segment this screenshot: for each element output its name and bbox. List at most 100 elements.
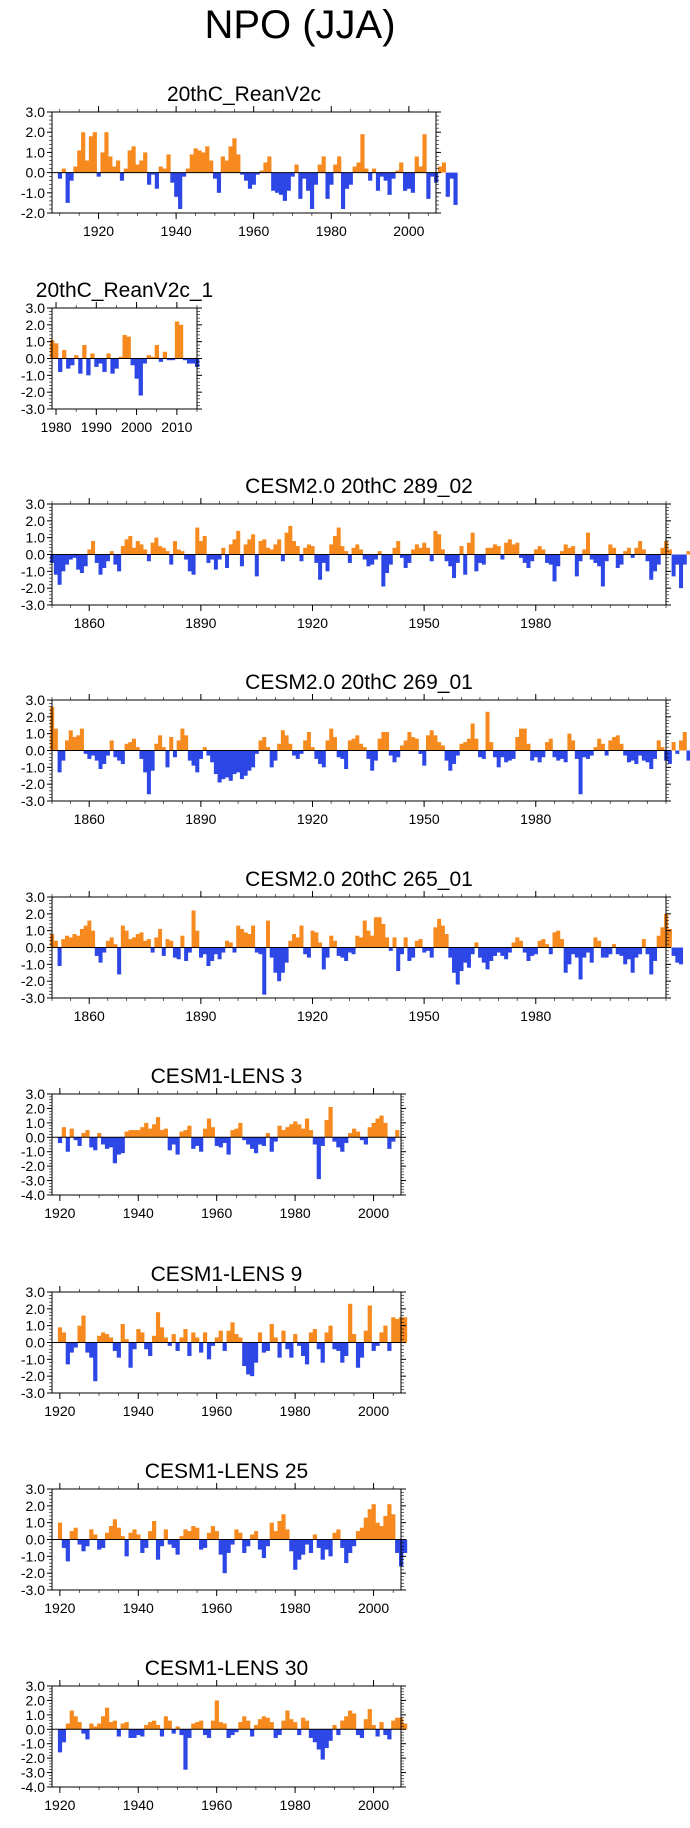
data-bar [228, 544, 233, 555]
data-bar [158, 546, 163, 555]
data-bar [289, 1124, 294, 1138]
chart-panel-6: CESM1-LENS 3 3.02.01.00.0-1.0-2.0-3.0-4.0… [21, 1065, 406, 1221]
data-bar [174, 321, 180, 359]
data-bar [381, 554, 386, 587]
data-bar [437, 918, 442, 948]
data-bar [552, 554, 557, 582]
data-bar [373, 750, 378, 761]
data-bar [65, 1137, 70, 1152]
data-bar [306, 544, 311, 555]
data-bar [217, 750, 222, 783]
data-bar [124, 1539, 129, 1557]
data-bar [102, 750, 107, 764]
data-bar [132, 1729, 137, 1738]
data-bar [146, 939, 151, 948]
data-bar [418, 547, 423, 555]
data-bar [97, 1539, 102, 1550]
data-bar [328, 1539, 333, 1557]
data-bar [612, 737, 617, 751]
chart-panel-2: 20thC_ReanV2c_13.02.01.00.0-1.0-2.0-3.0 1… [21, 279, 213, 435]
y-tick-label: -3.0 [21, 401, 45, 417]
data-bar [162, 351, 168, 359]
data-bar [351, 1539, 357, 1547]
data-bar [180, 935, 185, 948]
data-bar [138, 358, 143, 396]
data-bar [455, 947, 460, 985]
x-tick-label: 1960 [201, 1205, 232, 1221]
data-bar [113, 554, 118, 565]
data-bar [333, 164, 338, 173]
data-bar [120, 546, 125, 555]
data-bar [65, 554, 70, 565]
data-bar [634, 547, 639, 555]
data-bar [61, 1729, 67, 1743]
data-bar [355, 1531, 361, 1540]
data-bar [364, 168, 369, 173]
data-bar [269, 549, 274, 555]
data-bar [104, 1707, 110, 1730]
data-bar [289, 1719, 294, 1730]
data-bar [281, 1130, 286, 1138]
data-bar [96, 172, 101, 177]
data-bar [128, 1729, 133, 1738]
data-bar [571, 546, 576, 555]
data-bar [541, 939, 546, 948]
x-tick-label: 1940 [161, 223, 192, 239]
data-bar [148, 1342, 153, 1356]
data-bar [202, 535, 207, 555]
data-bar [318, 750, 323, 764]
data-bar [209, 160, 214, 173]
data-bar [388, 554, 393, 565]
data-bar [541, 549, 546, 555]
data-bar [87, 750, 92, 759]
data-bar [310, 546, 315, 555]
data-bar [94, 358, 99, 367]
data-bar [151, 1335, 157, 1343]
data-bar [86, 358, 91, 376]
y-tick-label: 0.0 [26, 1721, 46, 1737]
chart-panel-7: CESM1-LENS 9 3.02.01.00.0-1.0-2.0-3.0 1920… [21, 1263, 408, 1419]
data-bar [370, 935, 375, 948]
data-bar [222, 1539, 227, 1574]
data-bar [91, 750, 96, 756]
data-bar [239, 554, 244, 567]
data-bar [414, 544, 419, 555]
x-tick-label: 1920 [44, 1797, 75, 1813]
data-bar [336, 1137, 341, 1148]
data-bar [221, 947, 226, 953]
data-bar [159, 1130, 165, 1138]
data-bar [234, 1128, 239, 1138]
data-bar [328, 1106, 333, 1138]
data-bar [250, 1342, 255, 1377]
data-bar [303, 947, 308, 955]
data-bar [277, 1520, 282, 1540]
data-bar [407, 554, 412, 563]
data-bar [371, 1504, 376, 1540]
data-bar [232, 750, 237, 775]
data-bar [112, 1137, 118, 1164]
data-bar [422, 134, 427, 173]
data-bar [172, 750, 177, 758]
data-bar [448, 947, 453, 958]
data-bar [225, 940, 230, 948]
data-bar [112, 1519, 118, 1540]
y-tick-label: 1.0 [26, 726, 46, 742]
data-bar [321, 156, 326, 173]
y-tick-label: -4.0 [21, 1187, 45, 1203]
chart-title: CESM2.0 20thC 269_01 [245, 671, 473, 694]
data-bar [463, 742, 468, 751]
data-bar [336, 527, 341, 555]
data-bar [101, 1539, 106, 1548]
data-bar [128, 1342, 133, 1368]
data-bar [93, 1726, 98, 1730]
data-bar [504, 542, 509, 555]
data-bar [667, 549, 672, 555]
data-bar [612, 944, 617, 948]
data-bar [253, 1342, 259, 1363]
data-bar [367, 1709, 372, 1730]
data-bar [500, 750, 505, 758]
data-bar [206, 947, 211, 967]
y-tick-label: 1.0 [26, 1318, 46, 1334]
y-tick-label: 1.0 [26, 530, 46, 546]
data-bar [269, 947, 274, 958]
